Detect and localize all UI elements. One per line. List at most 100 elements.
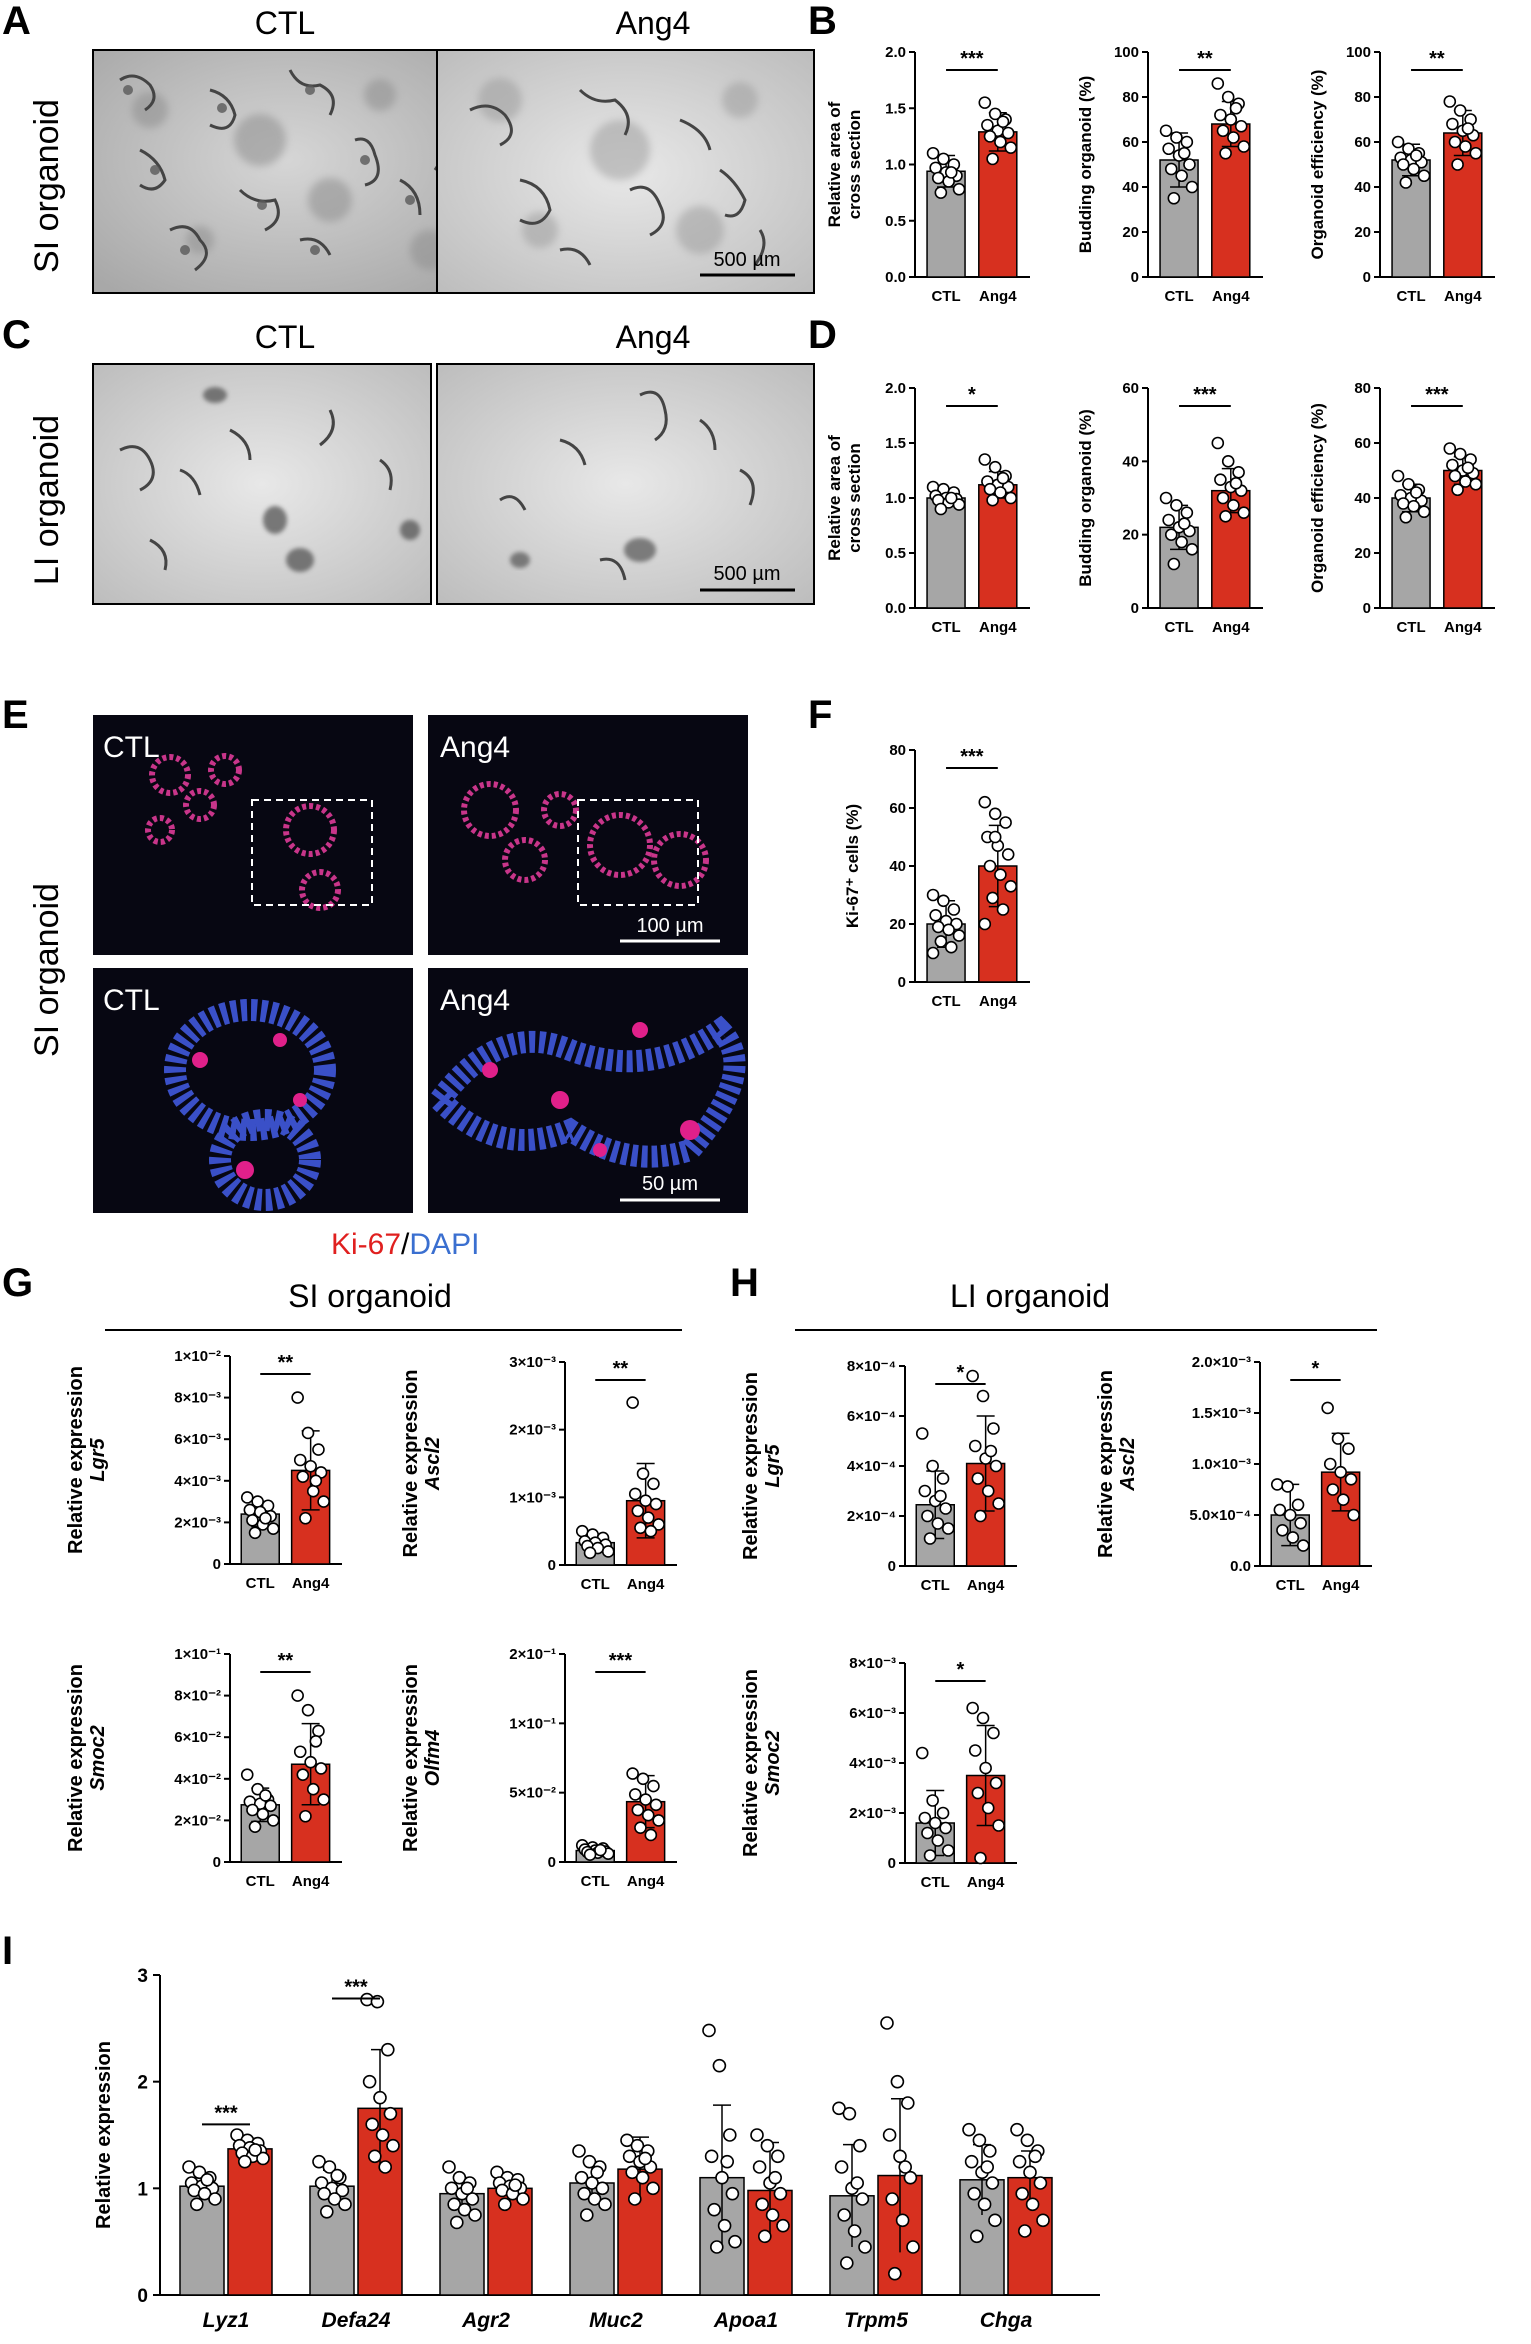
y-axis-label: Relative expression <box>400 1370 422 1558</box>
data-point <box>583 1848 597 1862</box>
y-tick-label: 0.5 <box>885 545 906 562</box>
y-tick-label: 2 <box>137 2073 148 2094</box>
data-point <box>264 1799 277 1813</box>
data-point <box>1237 506 1251 519</box>
data-point <box>594 1843 607 1857</box>
data-point <box>208 2192 222 2206</box>
significance-label: *** <box>960 48 984 70</box>
data-point <box>1159 124 1173 138</box>
data-point <box>1211 77 1225 90</box>
data-point <box>306 1782 320 1796</box>
data-point <box>635 2170 650 2185</box>
x-tick-label: Ang4 <box>1444 619 1482 636</box>
data-point <box>893 2149 907 2164</box>
data-point <box>638 2151 653 2166</box>
y-axis-label: Organoid efficiency (%) <box>1308 403 1327 593</box>
data-point <box>1234 119 1248 133</box>
data-point <box>626 1767 639 1780</box>
y-axis-label: Relative expression <box>93 2041 115 2229</box>
data-point <box>964 2154 979 2169</box>
data-point <box>627 2192 642 2206</box>
row-label-a: SI organoid <box>28 99 66 273</box>
data-point <box>934 502 948 516</box>
data-point <box>317 1793 330 1806</box>
data-point <box>921 1826 934 1840</box>
data-point <box>1183 158 1196 171</box>
y-tick-label: 6×10⁻² <box>174 1729 221 1746</box>
data-point <box>725 2186 740 2201</box>
data-point <box>992 1497 1005 1510</box>
panel-letter-i: I <box>2 1929 13 1973</box>
data-point <box>256 1807 270 1821</box>
y-tick-label: 2.0×10⁻³ <box>1192 1354 1251 1371</box>
data-point <box>634 1821 647 1834</box>
scale-bar-e-top: 100 µm <box>636 915 703 937</box>
data-point <box>974 1509 987 1523</box>
data-point <box>931 1517 945 1530</box>
data-point <box>1396 497 1410 510</box>
data-point <box>760 2138 775 2153</box>
micrograph-a-ctl <box>92 49 479 294</box>
data-point <box>1221 90 1235 104</box>
data-point <box>880 2016 894 2030</box>
bar-ang4 <box>1443 469 1483 609</box>
data-point <box>301 1703 315 1717</box>
data-point <box>497 2197 512 2212</box>
data-point <box>994 486 1007 499</box>
data-point <box>579 2208 594 2222</box>
data-point <box>628 1788 642 1801</box>
data-point <box>1227 131 1240 144</box>
data-point <box>1336 1493 1350 1506</box>
data-point <box>1180 135 1194 149</box>
significance-label: *** <box>1425 384 1449 406</box>
data-point <box>939 1821 952 1835</box>
bar-ang4-lyz1 <box>227 2148 273 2296</box>
y-tick-label: 1.0×10⁻³ <box>1192 1456 1251 1473</box>
data-point <box>1180 506 1194 519</box>
data-point <box>707 2202 722 2217</box>
x-tick-label: Lyz1 <box>203 2309 250 2332</box>
bar-ang4 <box>978 484 1018 609</box>
scale-bar-c: 500 µm <box>713 563 780 585</box>
data-point <box>468 2208 482 2222</box>
data-point <box>934 935 948 948</box>
data-point <box>728 2234 742 2249</box>
data-point <box>986 152 999 166</box>
data-point <box>1159 491 1173 505</box>
chart-f-ki67: 0 20 40 60 80 CTL Ang4 *** Ki-67⁺ cells (%) <box>843 742 1030 1010</box>
data-point <box>1273 1503 1287 1517</box>
data-point <box>335 2183 350 2198</box>
data-point <box>1459 140 1472 153</box>
chart-d-efficiency: 0 20 40 60 80 CTL Ang4 *** Organoid efficiency (… <box>1308 380 1495 636</box>
data-point <box>622 2149 637 2164</box>
x-tick-label: CTL <box>1276 1577 1305 1594</box>
y-tick-label: 1×10⁻¹ <box>174 1646 221 1663</box>
fluor-e-ang4-bottom: 50 µm Ang4 <box>428 968 748 1213</box>
data-point <box>1331 1432 1345 1445</box>
data-point <box>1399 176 1413 189</box>
significance-label: *** <box>344 1976 368 1998</box>
x-tick-label: Ang4 <box>967 1577 1005 1594</box>
micrograph-c-ctl <box>92 363 432 605</box>
data-point <box>834 2160 849 2174</box>
data-point <box>989 1776 1003 1790</box>
data-point <box>309 1474 323 1488</box>
data-point <box>447 2197 462 2212</box>
data-point <box>644 1828 658 1842</box>
data-point <box>988 2213 1002 2228</box>
data-point <box>1396 158 1410 171</box>
x-tick-label: Ang4 <box>979 619 1017 636</box>
data-point <box>1177 146 1191 160</box>
y-tick-label: 1.0 <box>885 157 906 174</box>
data-point <box>1281 1480 1294 1493</box>
chart-g-olfm4: 0 5×10⁻² 1×10⁻¹ 2×10⁻¹ CTL Ang4 *** Relative ex… <box>400 1646 677 1890</box>
data-point <box>709 2240 724 2254</box>
y-tick-label: 0 <box>1363 269 1371 286</box>
data-point <box>256 2151 270 2166</box>
data-point <box>577 2186 592 2201</box>
data-point <box>934 1489 947 1503</box>
y-tick-label: 0 <box>548 1854 556 1871</box>
data-point <box>928 1816 942 1830</box>
data-point <box>926 888 940 902</box>
fluor-e-ctl-bottom: CTL <box>93 968 413 1213</box>
